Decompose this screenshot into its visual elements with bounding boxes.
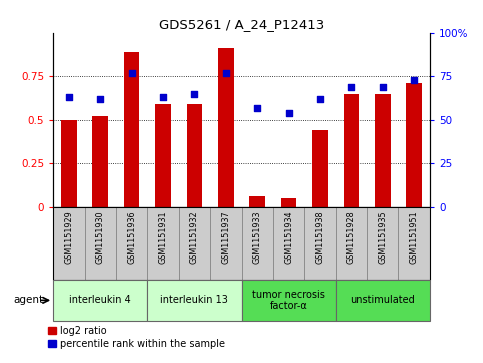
Point xyxy=(348,84,355,90)
Bar xyxy=(116,207,147,280)
Point xyxy=(159,94,167,100)
Bar xyxy=(124,52,140,207)
Bar xyxy=(85,207,116,280)
Bar xyxy=(367,207,398,280)
Text: GSM1151931: GSM1151931 xyxy=(158,211,168,264)
Bar xyxy=(218,48,234,207)
Bar xyxy=(249,196,265,207)
Bar xyxy=(375,94,391,207)
Text: GSM1151928: GSM1151928 xyxy=(347,211,356,264)
Point xyxy=(128,70,135,76)
Point xyxy=(191,91,199,97)
Point xyxy=(222,70,230,76)
Text: GSM1151929: GSM1151929 xyxy=(64,211,73,264)
Point xyxy=(285,110,293,116)
Text: agent: agent xyxy=(14,295,43,305)
Bar xyxy=(343,94,359,207)
Text: GSM1151935: GSM1151935 xyxy=(378,211,387,264)
Bar xyxy=(179,207,210,280)
Bar xyxy=(336,280,430,321)
Legend: log2 ratio, percentile rank within the sample: log2 ratio, percentile rank within the s… xyxy=(48,326,225,349)
Bar xyxy=(147,280,242,321)
Text: GSM1151934: GSM1151934 xyxy=(284,211,293,264)
Point xyxy=(379,84,387,90)
Bar xyxy=(242,280,336,321)
Text: interleukin 4: interleukin 4 xyxy=(70,295,131,305)
Text: interleukin 13: interleukin 13 xyxy=(160,295,228,305)
Text: GSM1151930: GSM1151930 xyxy=(96,211,105,264)
Bar xyxy=(61,120,77,207)
Bar xyxy=(242,207,273,280)
Text: GSM1151933: GSM1151933 xyxy=(253,211,262,264)
Bar xyxy=(304,207,336,280)
Text: GSM1151938: GSM1151938 xyxy=(315,211,325,264)
Point xyxy=(316,96,324,102)
Bar xyxy=(186,104,202,207)
Point xyxy=(65,94,73,100)
Text: unstimulated: unstimulated xyxy=(350,295,415,305)
Point xyxy=(97,96,104,102)
Text: GSM1151937: GSM1151937 xyxy=(221,211,230,264)
Bar xyxy=(53,280,147,321)
Bar xyxy=(53,207,85,280)
Text: GSM1151932: GSM1151932 xyxy=(190,211,199,264)
Bar xyxy=(147,207,179,280)
Bar xyxy=(273,207,304,280)
Title: GDS5261 / A_24_P12413: GDS5261 / A_24_P12413 xyxy=(159,19,324,32)
Text: tumor necrosis
factor-α: tumor necrosis factor-α xyxy=(252,290,325,311)
Text: GSM1151936: GSM1151936 xyxy=(127,211,136,264)
Bar xyxy=(92,116,108,207)
Point xyxy=(411,77,418,83)
Bar xyxy=(281,198,297,207)
Bar xyxy=(210,207,242,280)
Bar xyxy=(406,83,422,207)
Bar xyxy=(336,207,367,280)
Bar xyxy=(398,207,430,280)
Bar xyxy=(155,104,171,207)
Point xyxy=(253,105,261,110)
Text: GSM1151951: GSM1151951 xyxy=(410,211,419,264)
Bar xyxy=(312,130,328,207)
